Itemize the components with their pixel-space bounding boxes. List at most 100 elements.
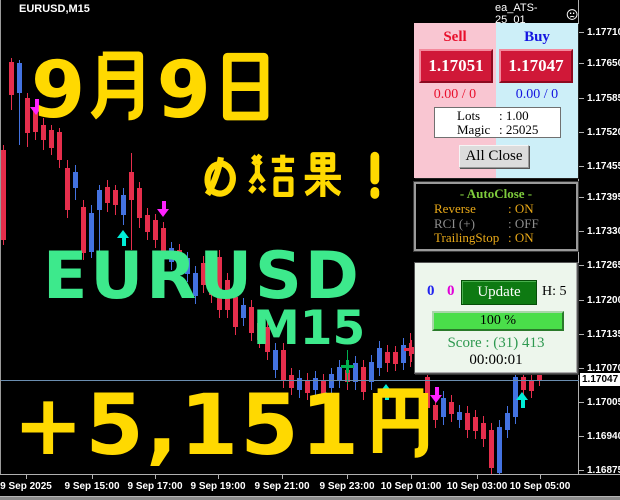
time-axis-tick: [411, 475, 412, 479]
price-axis-tick: [579, 402, 584, 403]
time-axis-tick: [218, 475, 219, 479]
autoclose-row-value: : ON: [508, 201, 534, 216]
price-axis-tick: [579, 231, 584, 232]
time-axis-tick: [540, 475, 541, 479]
price-axis-tick: [579, 166, 584, 167]
update-button[interactable]: Update: [461, 280, 537, 305]
price-axis-label: 1.17265: [587, 260, 620, 271]
time-axis-tick: [282, 475, 283, 479]
autoclose-row-label: Reverse: [434, 201, 476, 216]
all-close-button[interactable]: All Close: [459, 145, 529, 168]
time-axis[interactable]: 9 Sep 2025 9 Sep 15:00 9 Sep 17:00 9 Sep 19…: [0, 474, 620, 496]
price-axis-tick: [579, 32, 584, 33]
time-axis-label: 9 Sep 15:00: [64, 481, 120, 492]
autoclose-row: Reverse : ON: [416, 201, 576, 217]
autoclose-row-value: : ON: [508, 230, 534, 245]
autoclose-row: TrailingStop : ON: [416, 230, 576, 246]
h-counter-label: H: 5: [542, 284, 567, 299]
magic-row: Magic : 25025: [457, 123, 560, 137]
current-price-tag: 1.17047: [580, 373, 620, 386]
price-axis-label: 1.17005: [587, 397, 620, 408]
progress-bar: 100 %: [432, 311, 564, 331]
buy-info-label: 0.00 / 0: [515, 87, 559, 102]
price-axis-label: 1.17395: [587, 192, 620, 203]
price-axis-label: 1.17520: [587, 127, 620, 138]
price-axis-label: 1.17455: [587, 161, 620, 172]
up-arrow-marker: [516, 392, 529, 408]
overlay-profit-text: +5,151: [13, 382, 440, 467]
time-axis-label: 10 Sep 05:00: [509, 481, 571, 492]
time-axis-tick: [155, 475, 156, 479]
counter-blue: 0: [427, 283, 435, 299]
time-axis-label: 10 Sep 01:00: [380, 481, 442, 492]
autoclose-row-value: : OFF: [508, 215, 539, 231]
score-label: Score : (31) 413: [447, 335, 545, 351]
counter-magenta: 0: [447, 283, 455, 299]
cjk-glyph: [370, 151, 380, 199]
overlay-timeframe-text: M15: [253, 301, 366, 356]
autoclose-panel: - AutoClose - Reverse: ON RCI (+): OFF Tra…: [413, 181, 579, 252]
cjk-glyph: [222, 52, 269, 121]
price-axis-tick: [579, 436, 584, 437]
progress-text: 100 %: [479, 313, 517, 328]
price-axis-label: 1.17330: [587, 226, 620, 237]
price-axis-tick: [579, 265, 584, 266]
sell-label: Sell: [443, 29, 467, 45]
update-panel: 0 0 Update H: 5 100 % Score : (31) 413 0…: [414, 262, 578, 374]
lots-label: Lots: [457, 108, 481, 123]
price-axis-label: 1.17650: [587, 58, 620, 69]
time-axis-label: 9 Sep 21:00: [254, 481, 310, 492]
price-axis-label: 1.17200: [587, 295, 620, 306]
down-arrow-marker: [430, 387, 443, 403]
price-axis-tick: [579, 300, 584, 301]
time-axis-label: 9 Sep 23:00: [319, 481, 375, 492]
price-axis-tick: [579, 197, 584, 198]
autoclose-rows: Reverse : ON RCI (+) : OFF TrailingStop : ON: [416, 201, 576, 246]
time-axis-tick: [477, 475, 478, 479]
sell-info-label: 0.00 / 0: [433, 87, 477, 102]
sell-price-button[interactable]: 1.17051: [419, 49, 493, 83]
price-axis-label: 1.16875: [587, 465, 620, 476]
autoclose-row-label: RCI (+): [434, 215, 475, 231]
price-axis-label: 1.16940: [587, 431, 620, 442]
progress-fill: [434, 313, 562, 329]
price-axis-label: 1.17585: [587, 93, 620, 104]
autoclose-row: RCI (+) : OFF: [416, 215, 576, 232]
price-axis-tick: [579, 132, 584, 133]
price-axis-tick: [579, 63, 584, 64]
overlay-result-text: [194, 150, 401, 206]
time-axis-label: 9 Sep 2025: [0, 481, 52, 492]
time-axis-tick: [347, 475, 348, 479]
cjk-glyph: [247, 153, 294, 198]
down-arrow-marker: [157, 201, 170, 217]
ea-status-face-icon: [566, 8, 578, 20]
time-axis-tick: [92, 475, 93, 479]
window-resize-strip: [0, 496, 620, 500]
cjk-glyph: [204, 156, 236, 197]
time-axis-label: 10 Sep 03:00: [446, 481, 508, 492]
price-axis-tick: [579, 368, 584, 369]
cjk-glyph: [304, 152, 342, 198]
price-axis-tick: [579, 334, 584, 335]
time-axis-tick: [26, 475, 27, 479]
lots-magic-box: Lots : 1.00 Magic : 25025: [434, 107, 561, 138]
timer-label: 00:00:01: [469, 352, 523, 368]
price-axis-tick: [579, 470, 584, 471]
up-arrow-marker: [320, 392, 333, 408]
magic-value: : 25025: [499, 122, 539, 137]
magic-label: Magic: [457, 122, 491, 137]
buy-price-button[interactable]: 1.17047: [499, 49, 573, 83]
autoclose-title: - AutoClose -: [459, 186, 533, 201]
current-price-line: [1, 380, 579, 381]
price-axis[interactable]: 1.17047 1.17710 1.17650 1.17585 1.17520 1.17…: [578, 0, 620, 476]
price-axis-label: 1.17135: [587, 329, 620, 340]
down-arrow-marker: [30, 99, 43, 115]
trade-panel: Sell Buy 1.17051 1.17047 0.00 / 0 0.00 /…: [414, 23, 578, 178]
autoclose-row-label: TrailingStop: [434, 230, 500, 245]
chart-symbol-label: EURUSD,M15: [19, 3, 90, 15]
buy-label: Buy: [524, 29, 550, 45]
cjk-glyph: [90, 51, 144, 121]
lots-value: : 1.00: [499, 108, 529, 123]
